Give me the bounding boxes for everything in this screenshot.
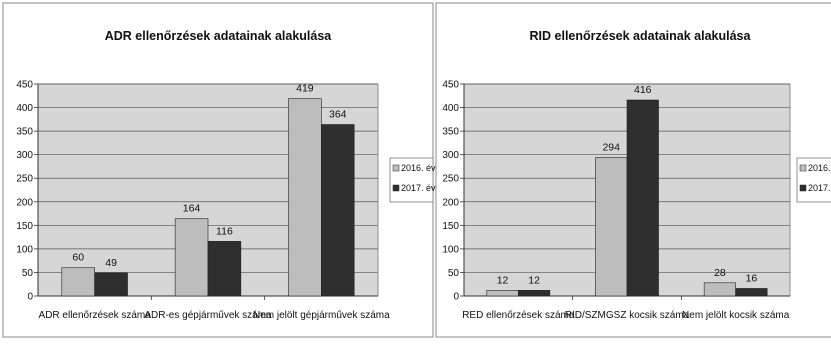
legend-label: 2016. év xyxy=(808,163,831,173)
y-tick-label: 300 xyxy=(442,150,459,161)
legend-label: 2017. év xyxy=(401,183,436,193)
y-tick-label: 0 xyxy=(453,292,459,303)
x-tick-label: ADR-es gépjárművek száma xyxy=(144,310,272,321)
bar xyxy=(94,272,128,297)
x-tick-label: RID/SZMGSZ kocsik száma xyxy=(565,310,690,321)
y-tick-label: 400 xyxy=(442,103,459,114)
bar xyxy=(61,267,95,297)
y-tick-label: 150 xyxy=(16,221,33,232)
bar xyxy=(321,124,355,297)
bar xyxy=(735,288,768,297)
legend-swatch xyxy=(799,184,807,192)
x-tick-label: RED ellenőrzések száma xyxy=(462,310,575,321)
data-label: 294 xyxy=(602,141,620,153)
legend-swatch xyxy=(392,184,400,192)
x-tick-label: Nem jelölt kocsik száma xyxy=(682,310,790,321)
y-tick-label: 250 xyxy=(442,174,459,185)
plot-area-adr: 0 50 100 150 200 250 300 350 400 450 60 49 ADR ellen… xyxy=(16,80,390,322)
legend-label: 2016. év xyxy=(401,163,436,173)
y-tick-label: 450 xyxy=(442,80,459,91)
y-tick-label: 450 xyxy=(16,80,33,91)
data-label: 419 xyxy=(296,83,314,95)
y-tick-label: 300 xyxy=(16,150,33,161)
bar xyxy=(288,98,322,297)
data-label: 12 xyxy=(497,274,509,286)
y-tick-label: 250 xyxy=(16,174,33,185)
y-tick-label: 50 xyxy=(22,268,34,279)
chart-title-adr: ADR ellenőrzések adatainak alakulása xyxy=(105,29,333,43)
legend-adr: 2016. év 2017. év xyxy=(389,157,436,203)
bar xyxy=(626,99,659,297)
legend-swatch xyxy=(799,164,807,172)
y-tick-label: 100 xyxy=(442,244,459,255)
data-label: 116 xyxy=(216,225,233,237)
y-tick-label: 200 xyxy=(442,197,459,208)
data-label: 16 xyxy=(746,272,758,284)
bar xyxy=(486,290,519,297)
y-tick-label: 350 xyxy=(16,127,33,138)
legend-swatch xyxy=(392,164,400,172)
bar xyxy=(595,157,628,297)
bar xyxy=(207,241,242,297)
y-tick-label: 50 xyxy=(448,268,460,279)
chart-title-rid: RID ellenőrzések adatainak alakulása xyxy=(530,29,752,43)
x-tick-label: ADR ellenőrzések száma xyxy=(39,310,152,321)
y-tick-label: 150 xyxy=(442,221,459,232)
y-tick-label: 400 xyxy=(16,103,33,114)
data-label: 164 xyxy=(183,203,201,215)
data-label: 28 xyxy=(714,267,726,279)
bar xyxy=(518,290,551,297)
data-label: 60 xyxy=(72,252,84,264)
legend-label: 2017. év xyxy=(808,183,831,193)
data-label: 12 xyxy=(528,274,540,286)
data-label: 49 xyxy=(105,257,117,269)
legend-rid: 2016. év 2017. év xyxy=(796,157,831,203)
y-tick-label: 0 xyxy=(27,292,33,303)
x-tick-label: Nem jelölt gépjárművek száma xyxy=(253,310,390,321)
y-tick-label: 100 xyxy=(16,244,33,255)
data-label: 364 xyxy=(329,109,347,121)
bar xyxy=(703,282,736,297)
bar xyxy=(174,218,209,297)
plot-area-rid: 0 50 100 150 200 250 300 350 400 450 12 12 RED ellen… xyxy=(442,80,791,321)
y-tick-label: 200 xyxy=(16,197,33,208)
y-tick-label: 350 xyxy=(442,127,459,138)
data-label: 416 xyxy=(634,84,652,96)
